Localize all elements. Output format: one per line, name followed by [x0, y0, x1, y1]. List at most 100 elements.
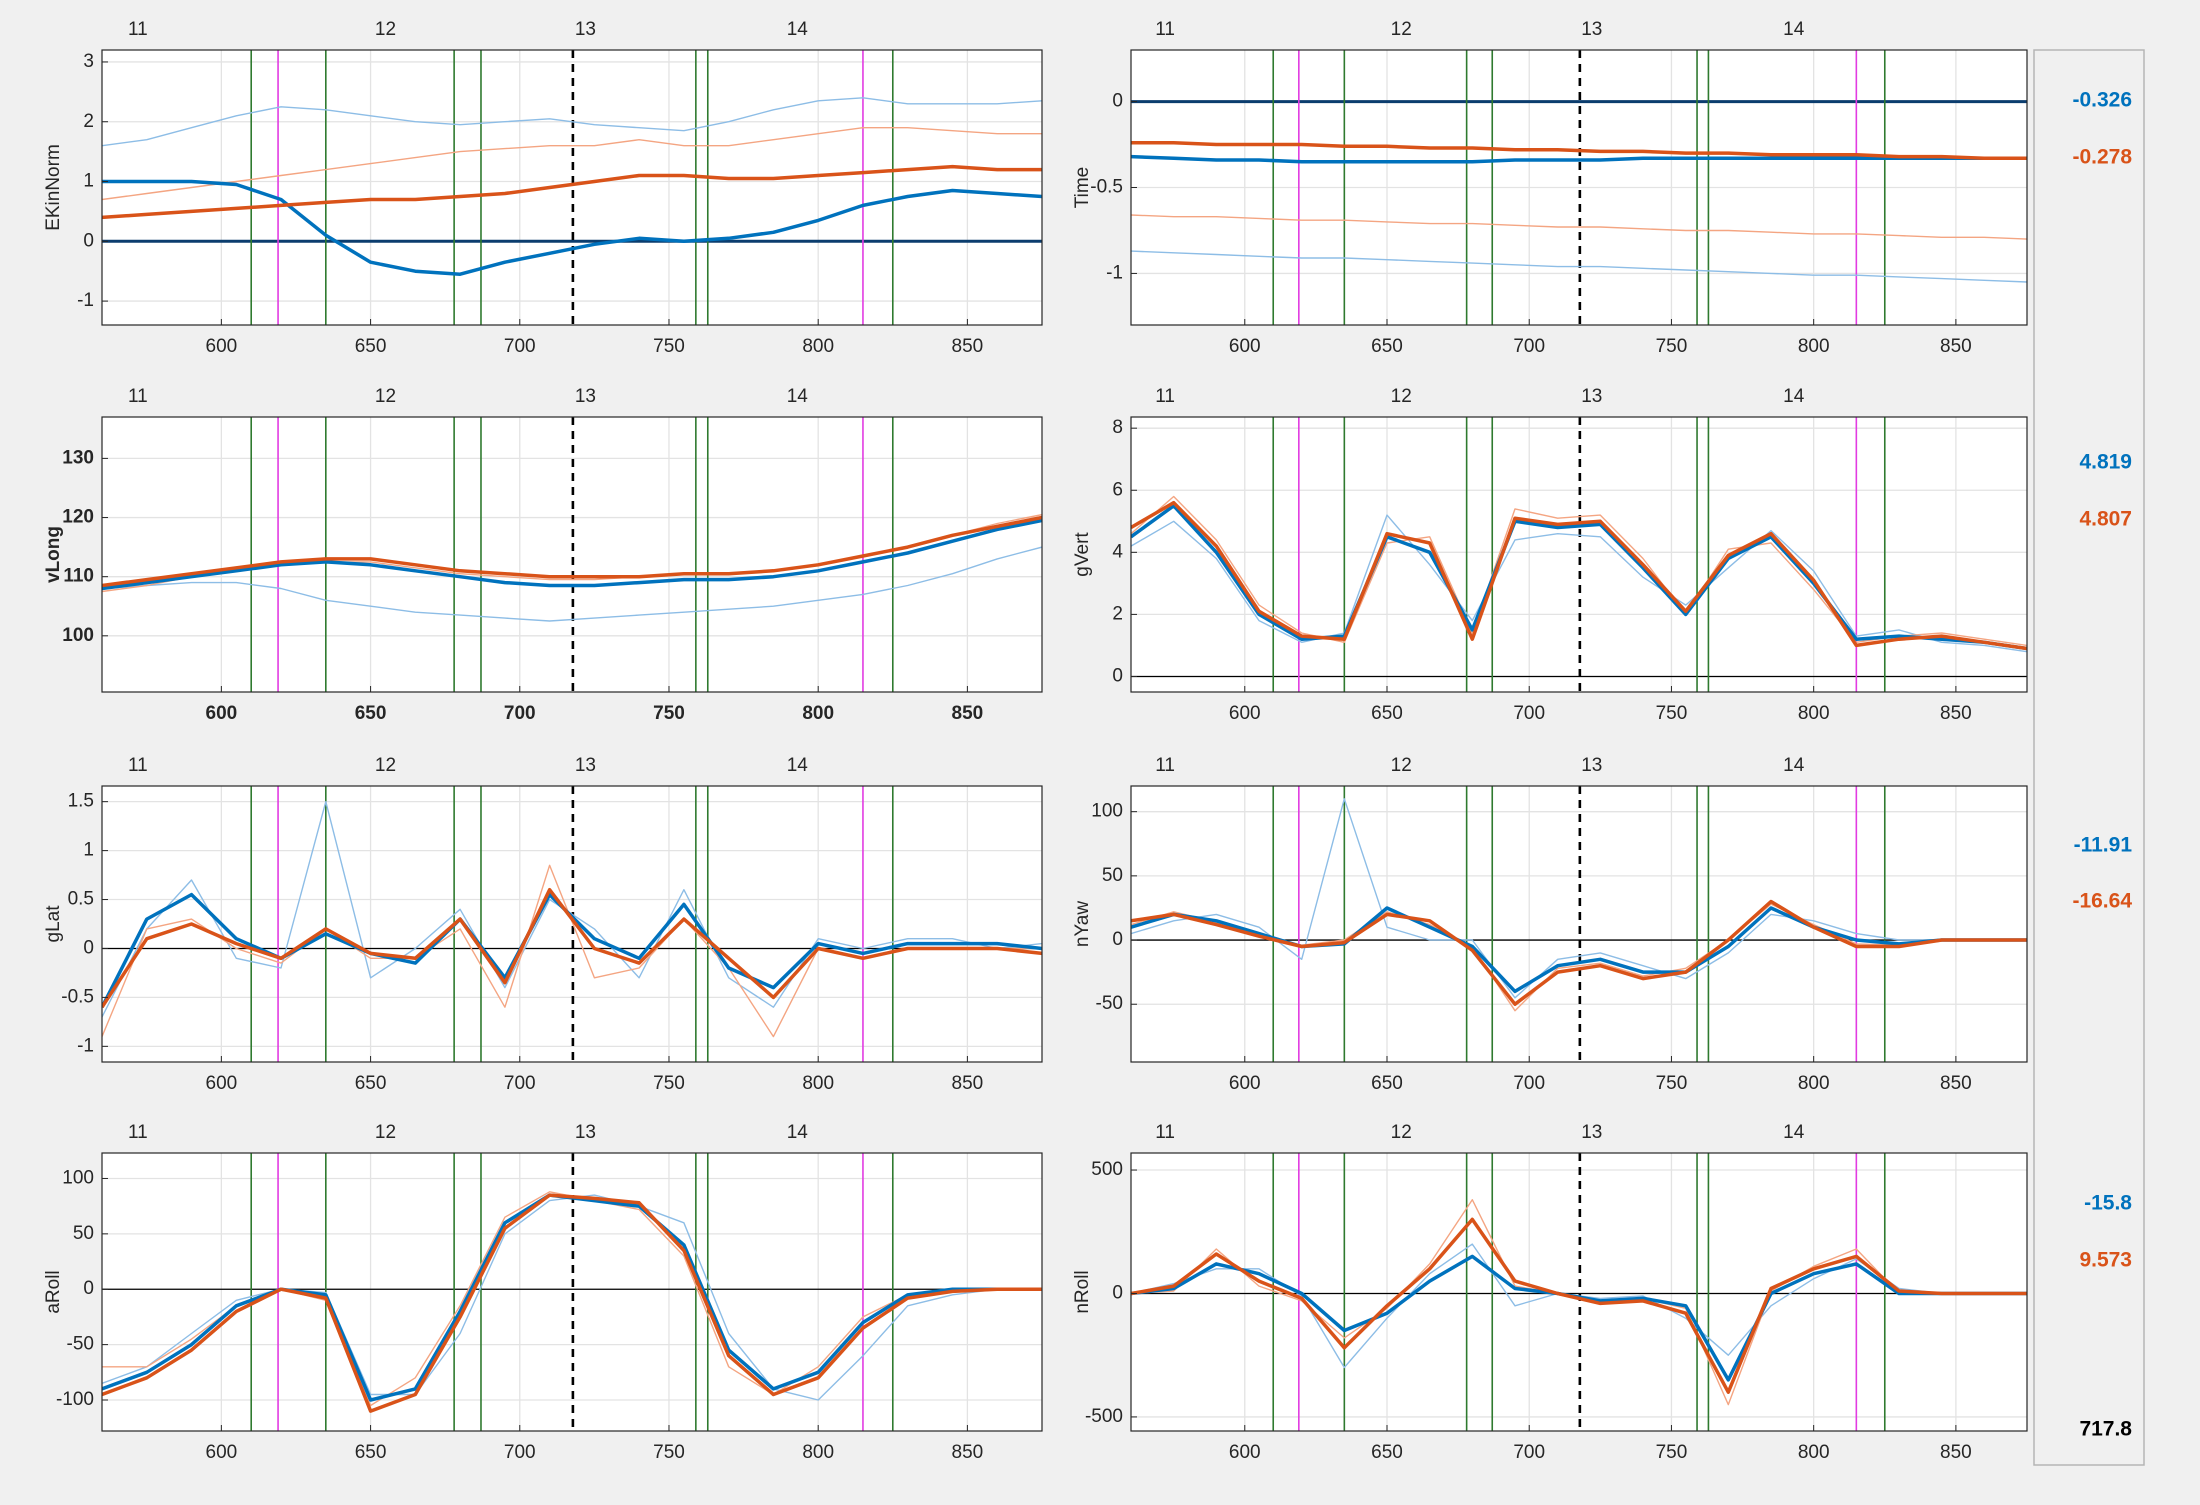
x-tick-label: 700 — [1513, 703, 1545, 724]
y-tick-label: 1 — [83, 840, 94, 861]
section-label: 11 — [1155, 755, 1175, 776]
y-tick-label: 0 — [83, 1278, 94, 1299]
y-axis-label: EKinNorm — [43, 144, 64, 231]
x-tick-label: 850 — [1940, 1073, 1972, 1094]
readout-value: 4.807 — [2079, 508, 2132, 531]
x-tick-label: 600 — [1229, 336, 1261, 357]
x-tick-label: 600 — [1229, 1442, 1261, 1463]
section-label: 13 — [1581, 386, 1602, 407]
x-tick-label: 750 — [1656, 1073, 1688, 1094]
x-tick-label: 600 — [206, 1073, 238, 1094]
plot-content — [1131, 1153, 2027, 1431]
series-line — [102, 97, 1042, 147]
y-tick-label: -500 — [1085, 1406, 1123, 1427]
x-tick-label: 800 — [1798, 703, 1830, 724]
y-tick-label: 110 — [63, 566, 94, 587]
plot-area — [1131, 1153, 2027, 1431]
y-tick-label: 0 — [83, 230, 94, 251]
section-label: 11 — [1155, 19, 1175, 40]
plot-frame — [1130, 785, 2028, 1063]
plot-frame — [101, 785, 1043, 1063]
series-line — [102, 515, 1042, 588]
section-label: 14 — [1783, 755, 1805, 776]
y-tick-label: -1 — [77, 290, 94, 311]
readout-value: -0.326 — [2072, 89, 2132, 112]
x-tick-label: 800 — [802, 1073, 834, 1094]
y-tick-label: 4 — [1112, 541, 1123, 562]
series-line — [1131, 154, 2027, 164]
series-line — [1131, 214, 2027, 240]
series-line — [1131, 1217, 2027, 1394]
x-tick-label: 700 — [504, 1442, 536, 1463]
x-tick-label: 850 — [952, 336, 984, 357]
x-tick-label: 650 — [1371, 1073, 1403, 1094]
y-tick-label: -50 — [1096, 993, 1123, 1014]
x-tick-label: 700 — [504, 336, 536, 357]
section-label: 14 — [1783, 386, 1805, 407]
plot-content — [1131, 417, 2027, 692]
y-axis-label: aRoll — [43, 1270, 64, 1313]
x-tick-label: 800 — [1798, 1073, 1830, 1094]
section-label: 12 — [375, 755, 396, 776]
section-label: 13 — [575, 386, 596, 407]
plot-frame — [1130, 49, 2028, 326]
series-line — [1131, 141, 2027, 161]
x-tick-label: 850 — [952, 1073, 984, 1094]
readout-value: -16.64 — [2072, 890, 2132, 913]
section-label: 12 — [375, 1122, 396, 1143]
section-label: 14 — [1783, 1122, 1805, 1143]
y-axis-label: nRoll — [1072, 1270, 1093, 1313]
series-line — [1131, 899, 2027, 1006]
x-tick-label: 600 — [206, 703, 238, 724]
series-line — [1131, 500, 2027, 651]
x-tick-label: 850 — [1940, 703, 1972, 724]
y-tick-label: 1 — [83, 171, 94, 192]
series-line — [102, 179, 1042, 276]
y-tick-label: 0 — [1112, 1282, 1123, 1303]
x-tick-label: 750 — [653, 703, 685, 724]
y-tick-label: 0.5 — [68, 889, 94, 910]
x-tick-label: 750 — [653, 1442, 685, 1463]
y-tick-label: 8 — [1112, 417, 1123, 438]
x-tick-label: 800 — [802, 1442, 834, 1463]
y-tick-label: 0 — [1112, 929, 1123, 950]
y-axis-label: vLong — [43, 526, 64, 583]
series-line — [102, 127, 1042, 201]
x-tick-label: 750 — [653, 1073, 685, 1094]
y-axis-label: Time — [1072, 167, 1093, 209]
plot-content — [102, 50, 1042, 325]
section-label: 13 — [575, 755, 596, 776]
plot-area — [1131, 417, 2027, 692]
x-tick-label: 650 — [355, 1073, 387, 1094]
section-label: 12 — [1391, 19, 1412, 40]
y-tick-label: 0 — [1112, 665, 1123, 686]
x-tick-label: 650 — [1371, 336, 1403, 357]
y-tick-label: 100 — [62, 625, 94, 646]
section-label: 12 — [1391, 755, 1412, 776]
section-label: 14 — [787, 755, 809, 776]
section-label: 11 — [128, 19, 148, 40]
x-tick-label: 600 — [1229, 703, 1261, 724]
plot-content — [102, 417, 1042, 692]
plot-area — [1131, 786, 2027, 1062]
readout-value: -11.91 — [2074, 834, 2133, 857]
plot-frame — [1130, 416, 2028, 693]
cursor-readout: 717.8 — [2079, 1418, 2132, 1441]
y-tick-label: -50 — [67, 1334, 94, 1355]
x-tick-label: 650 — [1371, 703, 1403, 724]
x-tick-label: 700 — [1513, 1442, 1545, 1463]
y-tick-label: 1.5 — [68, 791, 94, 812]
y-tick-label: 3 — [83, 51, 94, 72]
x-tick-label: 600 — [206, 336, 238, 357]
x-tick-label: 650 — [355, 703, 387, 724]
readout-value: 9.573 — [2079, 1249, 2132, 1272]
y-tick-label: -100 — [56, 1389, 94, 1410]
section-label: 13 — [575, 1122, 596, 1143]
x-tick-label: 650 — [355, 1442, 387, 1463]
plot-content — [1131, 786, 2027, 1062]
x-tick-label: 600 — [206, 1442, 238, 1463]
section-label: 14 — [787, 19, 809, 40]
y-tick-label: 100 — [62, 1167, 94, 1188]
section-label: 13 — [575, 19, 596, 40]
